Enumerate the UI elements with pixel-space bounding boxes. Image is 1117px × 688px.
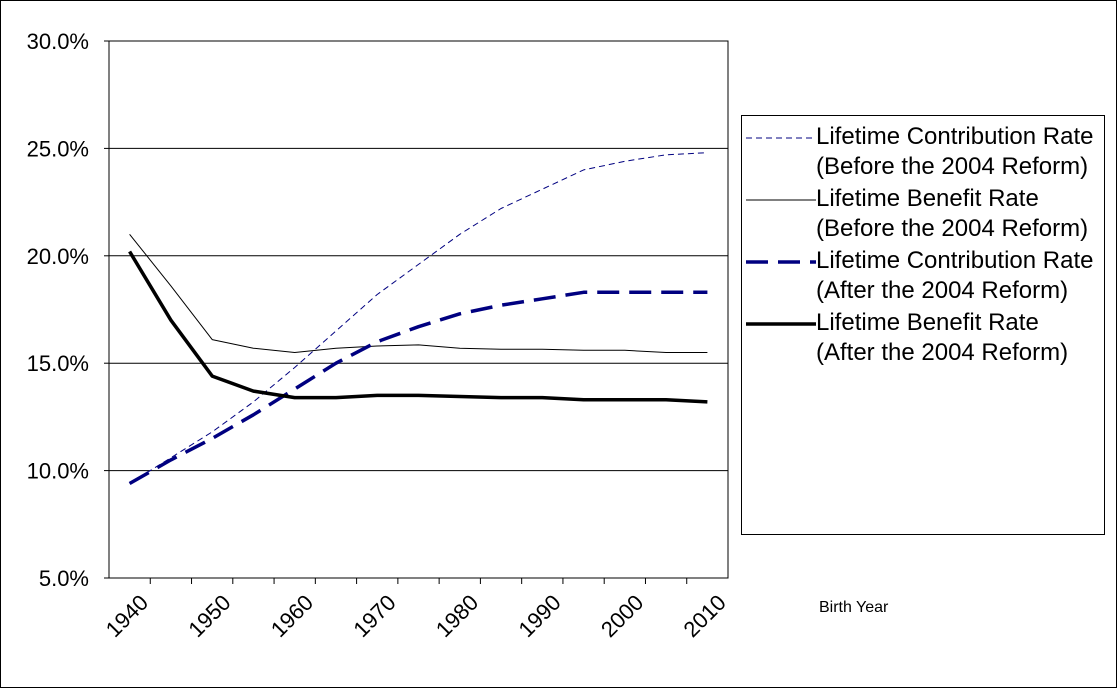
y-tick-label: 30.0% [27, 29, 89, 54]
legend-entry: Lifetime Benefit Rate (Before the 2004 R… [742, 184, 1104, 244]
legend-entry: Lifetime Contribution Rate (After the 20… [742, 246, 1104, 306]
series-line [129, 233, 708, 353]
legend-entry: Lifetime Benefit Rate (After the 2004 Re… [742, 308, 1104, 368]
series-line [129, 152, 708, 484]
legend-label: Lifetime Benefit Rate (After the 2004 Re… [816, 309, 1069, 366]
legend-swatch [746, 322, 816, 326]
x-tick-label: 1950 [183, 590, 235, 642]
legend-swatch [746, 260, 816, 264]
legend-swatch [746, 199, 816, 201]
legend-swatch [746, 137, 816, 139]
x-tick-label: 2010 [679, 590, 731, 642]
legend: Lifetime Contribution Rate (Before the 2… [741, 115, 1105, 535]
legend-entry: Lifetime Contribution Rate (Before the 2… [742, 122, 1104, 182]
x-tick-label: 1940 [101, 590, 153, 642]
x-tick-label: 2000 [596, 590, 648, 642]
plot-frame [108, 40, 729, 579]
x-axis-label: Birth Year [819, 599, 889, 616]
x-tick-label: 1990 [513, 590, 565, 642]
legend-label: Lifetime Contribution Rate (After the 20… [816, 247, 1094, 304]
x-tick-label: 1960 [266, 590, 318, 642]
series-line [128, 290, 708, 486]
legend-label: Lifetime Contribution Rate (Before the 2… [816, 123, 1094, 180]
y-tick-label: 15.0% [27, 351, 89, 376]
y-tick-label: 10.0% [27, 459, 89, 484]
y-tick-label: 25.0% [27, 136, 89, 161]
x-tick-label: 1980 [431, 590, 483, 642]
series-line [128, 250, 708, 404]
y-tick-label: 5.0% [39, 566, 89, 591]
x-tick-label: 1970 [348, 590, 400, 642]
legend-label: Lifetime Benefit Rate (Before the 2004 R… [816, 185, 1089, 242]
y-tick-label: 20.0% [27, 244, 89, 269]
